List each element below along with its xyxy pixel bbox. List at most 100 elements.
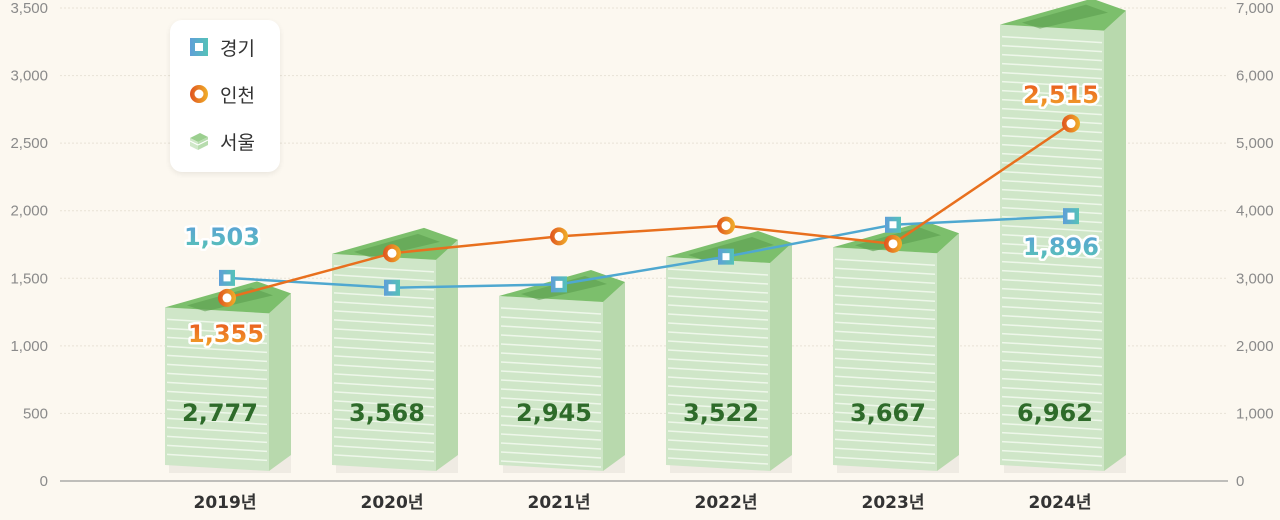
axes: 0 500 1,000 1,500 2,000 2,500 3,000 3,500 0 1,000… (10, 0, 1273, 513)
bar-side-face (1104, 10, 1126, 471)
bill-edge-line (166, 408, 268, 417)
bill-edge-line (500, 307, 602, 315)
x-tick-label: 2023년 (862, 493, 925, 513)
bill-edge-line (667, 349, 769, 357)
bill-edge-line (166, 444, 268, 453)
point-value-label: 1,896 (1023, 233, 1099, 261)
bill-edge-line (1001, 98, 1103, 107)
bill-edge-line (1001, 368, 1103, 377)
bill-edge-line (1001, 206, 1103, 215)
bill-edge-line (834, 294, 936, 302)
bill-edge-line (1001, 350, 1103, 359)
bar-side-face (269, 293, 291, 471)
x-tick-label: 2022년 (695, 493, 758, 513)
bar-front-face (1000, 24, 1104, 471)
line-series (218, 114, 1080, 307)
point-value-label: 1,503 (184, 223, 260, 251)
bill-edge-line (1001, 404, 1103, 413)
bill-edge-line (834, 375, 936, 383)
bar-series-seoul (165, 0, 1126, 473)
point-marker-center (554, 231, 564, 241)
bill-edge-line (500, 379, 602, 387)
bill-edge-line (500, 352, 602, 360)
bill-edge-line (834, 366, 936, 374)
bill-edge-line (333, 301, 435, 309)
bill-edge-line (667, 385, 769, 393)
bill-edge-line (1001, 305, 1103, 314)
bar-front-face (833, 247, 937, 471)
bill-edge-line (667, 313, 769, 321)
point-marker-center (888, 239, 898, 249)
bill-edge-line (166, 435, 268, 444)
bill-edge-line (166, 372, 268, 381)
bill-edge-line (333, 391, 435, 399)
legend-item-incheon: 인천 (188, 79, 255, 109)
bill-edge-line (1001, 134, 1103, 143)
bill-edge-line (1001, 53, 1103, 62)
bill-edge-line (500, 433, 602, 441)
bill-edge-line (667, 340, 769, 348)
bill-edge-line (667, 286, 769, 294)
bar-value-label: 6,962 (1017, 399, 1093, 427)
bill-edge-line (166, 327, 268, 336)
line-incheon (226, 122, 1072, 300)
bill-edge-line (1001, 377, 1103, 386)
y-left-tick-label: 3,500 (10, 0, 48, 17)
point-value-label: 2,515 (1023, 81, 1099, 109)
bill-edge-line (1001, 278, 1103, 287)
y-left-tick-label: 0 (40, 473, 48, 490)
bill-edge-line (500, 397, 602, 405)
bill-edge-line (834, 411, 936, 419)
bill-edge-line (166, 417, 268, 426)
x-tick-label: 2024년 (1029, 493, 1092, 513)
bill-edge-line (834, 456, 936, 464)
legend: 경기 인천 서울 (170, 20, 280, 172)
bill-edge-line (333, 274, 435, 282)
bill-edge-line (500, 451, 602, 459)
y-right-tick-label: 3,000 (1236, 270, 1274, 287)
bill-edge-line (333, 427, 435, 435)
legend-label-gyeonggi: 경기 (220, 37, 255, 60)
bill-edge-line (834, 267, 936, 275)
bar-side-face (937, 233, 959, 471)
y-right-tick-label: 6,000 (1236, 68, 1274, 85)
bill-edge-line (834, 447, 936, 455)
point-value-label: 1,355 (188, 320, 264, 348)
bill-edge-line (1001, 179, 1103, 188)
bill-edge-line (500, 370, 602, 378)
money-stack-icon (189, 133, 209, 150)
x-tick-label: 2019년 (194, 493, 257, 513)
bill-edge-line (834, 393, 936, 401)
y-left-tick-label: 500 (23, 405, 48, 422)
bill-edge-line (333, 319, 435, 327)
bill-edge-line (1001, 395, 1103, 404)
bill-edge-line (166, 363, 268, 372)
y-left-tick-label: 3,000 (10, 68, 48, 85)
bill-edge-line (1001, 125, 1103, 134)
bill-edge-line (667, 367, 769, 375)
bill-edge-line (834, 276, 936, 284)
bar-seoul (666, 231, 792, 473)
bill-edge-line (166, 426, 268, 435)
legend-label-seoul: 서울 (220, 131, 255, 154)
bill-edge-line (1001, 458, 1103, 467)
bill-edge-line (333, 400, 435, 408)
bill-edge-line (166, 453, 268, 462)
bill-edge-line (333, 418, 435, 426)
bill-edge-line (1001, 413, 1103, 422)
point-marker-center (889, 221, 897, 229)
bill-edge-line (834, 357, 936, 365)
bill-edge-line (333, 292, 435, 300)
bill-edge-line (1001, 143, 1103, 152)
bar-seoul (165, 281, 291, 473)
point-marker-center (1066, 119, 1076, 129)
square-marker-icon (190, 38, 208, 56)
bill-edge-line (333, 265, 435, 273)
bill-edge-line (1001, 251, 1103, 260)
bar-side-face (770, 243, 792, 471)
point-marker-center (722, 253, 730, 261)
bill-edge-line (333, 445, 435, 453)
bill-edge-line (1001, 62, 1103, 71)
bill-edge-line (834, 429, 936, 437)
